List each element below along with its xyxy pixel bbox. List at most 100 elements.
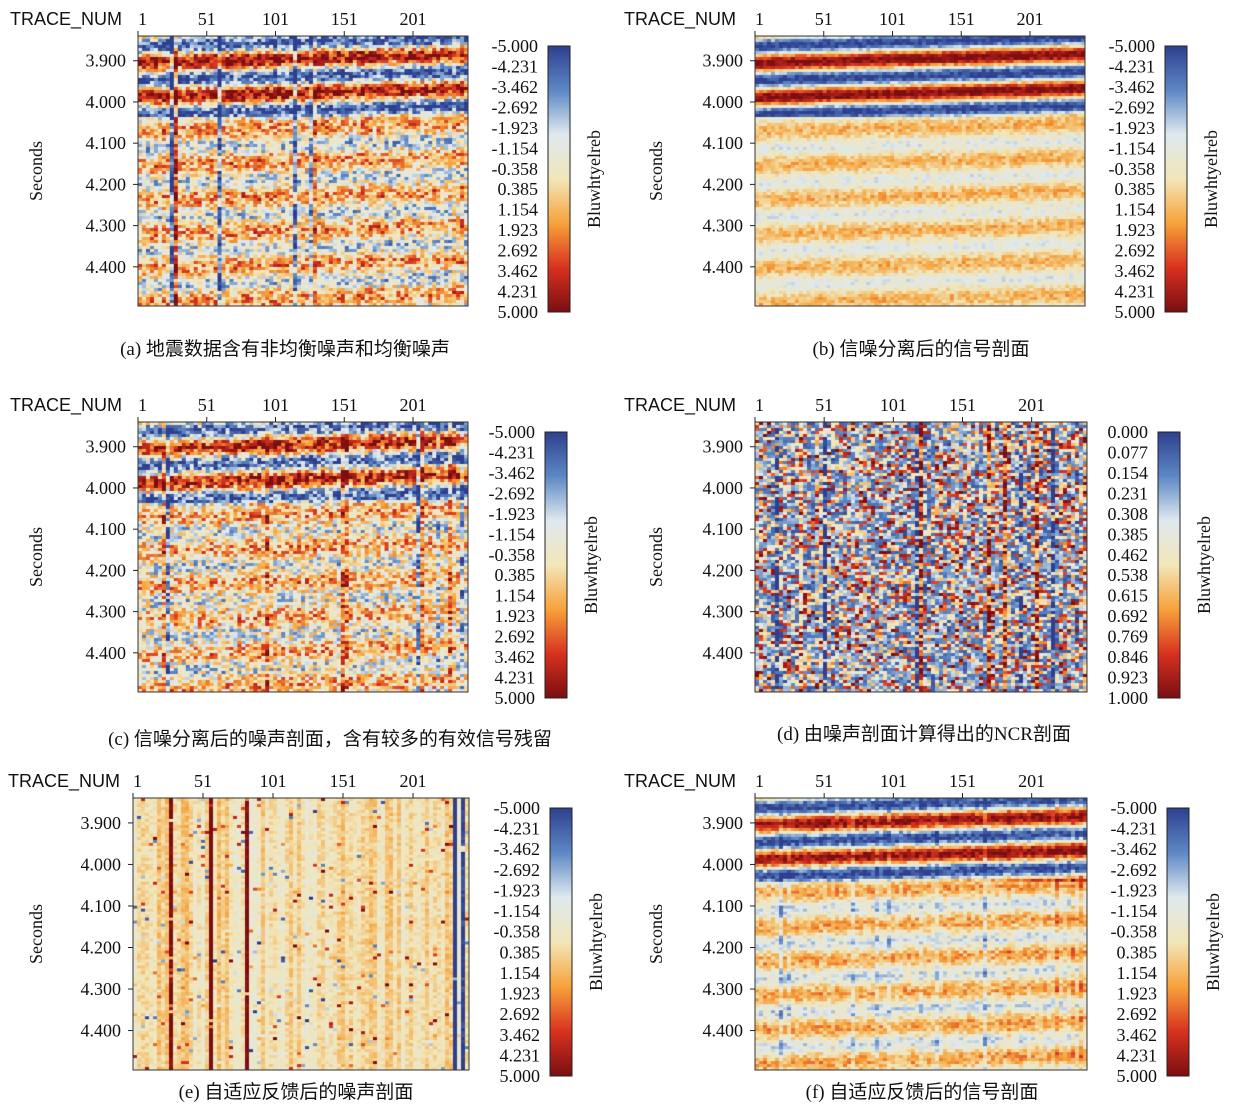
colorbar-tick-label-f: -0.358 bbox=[1111, 922, 1158, 942]
colorbar-tick-label-b: 0.385 bbox=[1115, 179, 1156, 199]
colorbar-e bbox=[549, 807, 573, 1077]
panel-caption-f: (f) 自适应反馈后的信号剖面 bbox=[806, 1081, 1039, 1103]
plot-frame-c bbox=[137, 421, 469, 693]
colorbar-tick-label-e: 5.000 bbox=[500, 1066, 541, 1086]
y-tick-label-f: 3.900 bbox=[703, 813, 744, 833]
x-tick-label-e: 201 bbox=[400, 771, 427, 791]
colorbar-tick-label-e: -1.923 bbox=[494, 880, 541, 900]
x-axis-label-c: TRACE_NUM bbox=[10, 395, 122, 416]
panel-caption-c: (c) 信噪分离后的噪声剖面，含有较多的有效信号残留 bbox=[108, 728, 552, 750]
colorbar-tick-label-a: 2.692 bbox=[498, 241, 539, 261]
y-tick-label-e: 4.200 bbox=[81, 937, 122, 957]
colorbar-d bbox=[1157, 431, 1181, 699]
y-tick-label-d: 4.200 bbox=[703, 560, 744, 580]
panel-f: TRACE_NUM 1 51 101 151 2013.9004.0004.1004.20… bbox=[624, 771, 1223, 1103]
colorbar-tick-label-c: 4.231 bbox=[495, 668, 536, 688]
y-tick-label-d: 4.300 bbox=[703, 602, 744, 622]
y-tick-label-a: 4.200 bbox=[86, 174, 127, 194]
colorbar-tick-label-f: 5.000 bbox=[1117, 1066, 1158, 1086]
y-tick-label-a: 3.900 bbox=[86, 51, 127, 71]
colorbar-tick-label-d: 0.000 bbox=[1108, 422, 1149, 442]
plot-frame-d bbox=[754, 421, 1088, 693]
y-axis-label-b: Seconds bbox=[646, 141, 666, 201]
colorbar-tick-label-c: -5.000 bbox=[489, 422, 536, 442]
colorbar-tick-label-d: 1.000 bbox=[1108, 688, 1149, 708]
y-axis-label-a: Seconds bbox=[26, 141, 46, 201]
y-tick-label-d: 4.100 bbox=[703, 519, 744, 539]
x-tick-label-c: 51 bbox=[198, 395, 216, 415]
panel-caption-d: (d) 由噪声剖面计算得出的NCR剖面 bbox=[777, 723, 1071, 745]
plot-frame-a bbox=[137, 35, 469, 307]
colorbar-tick-label-f: 2.692 bbox=[1117, 1004, 1158, 1024]
x-tick-label-e: 51 bbox=[194, 771, 212, 791]
x-tick-label-f: 51 bbox=[815, 771, 833, 791]
y-tick-label-f: 4.000 bbox=[703, 854, 744, 874]
y-tick-label-b: 4.200 bbox=[703, 174, 744, 194]
colorbar-tick-label-a: -5.000 bbox=[492, 36, 539, 56]
panel-caption-b: (b) 信噪分离后的信号剖面 bbox=[813, 338, 1030, 360]
y-tick-label-d: 4.400 bbox=[703, 643, 744, 663]
y-tick-label-e: 3.900 bbox=[81, 813, 122, 833]
x-tick-label-f: 151 bbox=[949, 771, 976, 791]
x-tick-label-f: 201 bbox=[1018, 771, 1045, 791]
y-tick-label-e: 4.300 bbox=[81, 979, 122, 999]
y-tick-label-e: 4.100 bbox=[81, 896, 122, 916]
x-tick-label-b: 151 bbox=[948, 9, 975, 29]
y-tick-label-f: 4.300 bbox=[703, 979, 744, 999]
colorbar-tick-label-b: -1.154 bbox=[1109, 138, 1156, 158]
x-tick-label-b: 1 bbox=[755, 9, 764, 29]
colorbar-tick-label-f: 1.923 bbox=[1117, 984, 1158, 1004]
colorbar-label-b: Bluwhtyelreb bbox=[1201, 130, 1221, 228]
colorbar-tick-label-c: -3.462 bbox=[489, 463, 536, 483]
colorbar-tick-label-f: 3.462 bbox=[1117, 1025, 1158, 1045]
panel-b: TRACE_NUM 1 51 101 151 2013.9004.0004.1004.20… bbox=[624, 9, 1221, 360]
colorbar-tick-label-b: 3.462 bbox=[1115, 261, 1156, 281]
heatmap-image-b bbox=[755, 36, 1085, 306]
colorbar-tick-label-b: -1.923 bbox=[1109, 118, 1156, 138]
y-tick-label-f: 4.200 bbox=[703, 937, 744, 957]
heatmap-image-e bbox=[133, 798, 469, 1070]
colorbar-tick-label-b: 1.154 bbox=[1115, 200, 1156, 220]
colorbar-tick-label-d: 0.692 bbox=[1108, 606, 1149, 626]
colorbar-tick-label-d: 0.923 bbox=[1108, 668, 1149, 688]
colorbar-tick-label-f: -5.000 bbox=[1111, 798, 1158, 818]
heatmap-image-a bbox=[138, 36, 468, 306]
colorbar-tick-label-c: 0.385 bbox=[495, 565, 536, 585]
y-tick-label-b: 4.300 bbox=[703, 216, 744, 236]
x-tick-label-b: 101 bbox=[879, 9, 906, 29]
colorbar-tick-label-a: 4.231 bbox=[498, 282, 539, 302]
colorbar-tick-label-f: -2.692 bbox=[1111, 860, 1158, 880]
y-tick-label-a: 4.000 bbox=[86, 92, 127, 112]
colorbar-tick-label-e: 0.385 bbox=[500, 942, 541, 962]
colorbar-tick-label-d: 0.462 bbox=[1108, 545, 1149, 565]
colorbar-tick-label-c: 2.692 bbox=[495, 627, 536, 647]
colorbar-tick-label-c: 5.000 bbox=[495, 688, 536, 708]
y-tick-label-c: 4.200 bbox=[86, 560, 127, 580]
y-axis-label-e: Seconds bbox=[26, 904, 46, 964]
y-tick-label-a: 4.100 bbox=[86, 133, 127, 153]
colorbar-tick-label-e: 1.923 bbox=[500, 984, 541, 1004]
heatmap-image-c bbox=[138, 422, 468, 692]
x-tick-label-a: 101 bbox=[262, 9, 289, 29]
x-tick-label-c: 1 bbox=[138, 395, 147, 415]
colorbar-tick-label-e: -4.231 bbox=[494, 819, 541, 839]
colorbar-tick-label-f: -3.462 bbox=[1111, 839, 1158, 859]
x-tick-label-b: 51 bbox=[815, 9, 833, 29]
colorbar-label-f: Bluwhtyelreb bbox=[1203, 893, 1223, 991]
y-tick-label-c: 4.400 bbox=[86, 643, 127, 663]
colorbar-tick-label-b: -4.231 bbox=[1109, 56, 1156, 76]
colorbar-tick-label-a: 0.385 bbox=[498, 179, 539, 199]
heatmap-image-d bbox=[755, 422, 1087, 692]
colorbar-tick-label-a: 1.923 bbox=[498, 220, 539, 240]
colorbar-tick-label-c: 1.154 bbox=[495, 586, 536, 606]
colorbar-tick-label-f: 0.385 bbox=[1117, 942, 1158, 962]
colorbar-tick-label-d: 0.769 bbox=[1108, 627, 1149, 647]
y-tick-label-a: 4.400 bbox=[86, 257, 127, 277]
y-tick-label-a: 4.300 bbox=[86, 216, 127, 236]
colorbar-label-e: Bluwhtyelreb bbox=[586, 893, 606, 991]
colorbar-tick-label-a: -1.923 bbox=[492, 118, 539, 138]
x-tick-label-e: 101 bbox=[260, 771, 287, 791]
colorbar-tick-label-d: 0.385 bbox=[1108, 524, 1149, 544]
colorbar-tick-label-b: 4.231 bbox=[1115, 282, 1156, 302]
colorbar-label-d: Bluwhtyelreb bbox=[1194, 516, 1214, 614]
